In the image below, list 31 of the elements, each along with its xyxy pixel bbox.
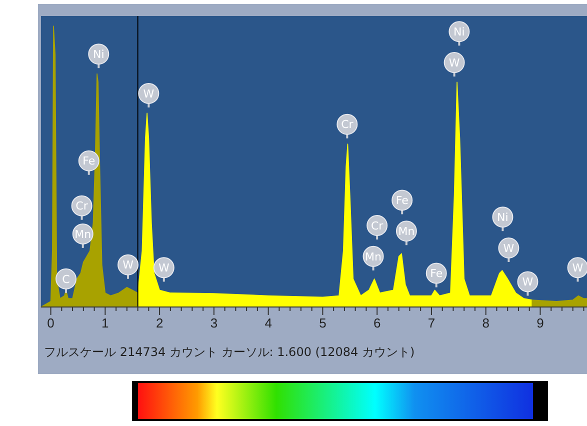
- x-tick-label: 8: [482, 316, 490, 331]
- annotation: W: [572, 262, 584, 275]
- annotation: Ni: [497, 210, 508, 224]
- x-tick-label: 7: [428, 316, 436, 331]
- annotation: Mn: [74, 228, 92, 241]
- x-tick-label: 0: [47, 316, 54, 331]
- annotation: W: [503, 242, 514, 255]
- annotation: C: [62, 272, 70, 286]
- x-tick-label: 6: [373, 316, 381, 331]
- annotation: Ni: [454, 25, 465, 38]
- annotation: Fe: [396, 194, 409, 208]
- annotation: W: [158, 262, 170, 275]
- annotation: W: [143, 87, 154, 100]
- x-tick-label: 5: [319, 316, 326, 331]
- annotation: Mn: [365, 250, 382, 264]
- x-tick-label: 4: [264, 316, 272, 331]
- x-tick-label: 1: [102, 316, 109, 331]
- x-tick-label: 3: [210, 316, 218, 331]
- annotation: Cr: [76, 200, 88, 213]
- x-tick-label: 9: [536, 316, 544, 331]
- annotation: Cr: [341, 118, 354, 132]
- text: フルスケール 214734 カウント カーソル: 1.600 (12084 カウント): [44, 345, 415, 359]
- annotation: W: [448, 56, 460, 70]
- annotation: W: [522, 276, 534, 289]
- annotation: Fe: [430, 267, 443, 280]
- annotation: W: [122, 258, 134, 272]
- annotation: Fe: [82, 154, 96, 168]
- annotation: Mn: [398, 224, 415, 238]
- annotation: Cr: [370, 219, 384, 232]
- x-tick-label: 2: [156, 316, 164, 331]
- annotation: Ni: [92, 48, 104, 61]
